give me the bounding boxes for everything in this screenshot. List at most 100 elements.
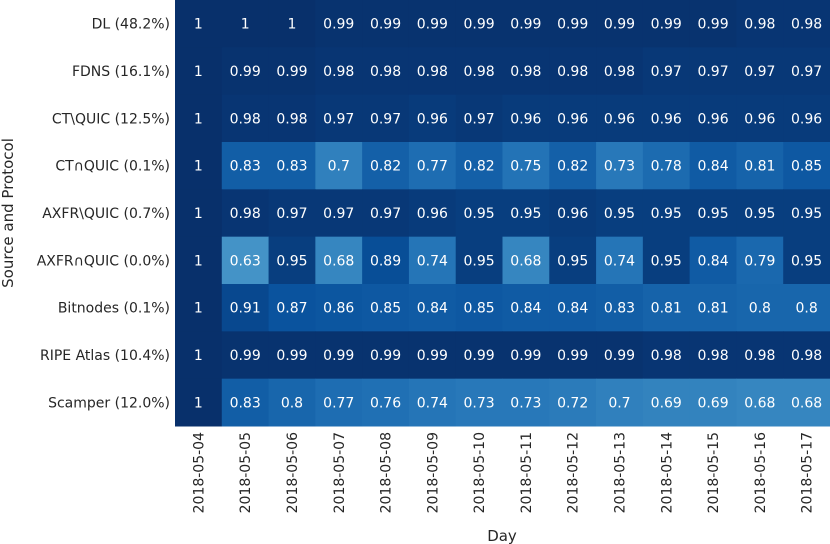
cell-value-label: 0.85 — [370, 301, 401, 317]
cell-value-label: 0.98 — [697, 348, 728, 364]
cell-value-label: 0.99 — [230, 64, 261, 80]
cell-value-label: 0.89 — [370, 253, 401, 269]
cell-value-label: 0.78 — [651, 159, 682, 175]
heatmap-cell — [642, 189, 691, 238]
cell-value-label: 0.96 — [697, 111, 728, 127]
y-tick-label: CT∩QUIC (0.1%) — [55, 159, 170, 175]
heatmap-cell — [315, 0, 363, 48]
heatmap-cell — [315, 378, 363, 427]
heatmap-cell — [736, 189, 784, 238]
cell-value-label: 0.8 — [795, 301, 817, 317]
heatmap-cell — [408, 47, 457, 96]
cell-value-label: 1 — [194, 64, 203, 80]
heatmap-cell — [783, 284, 830, 332]
heatmap-cell — [362, 378, 410, 427]
cell-value-label: 0.95 — [557, 253, 588, 269]
cell-value-label: 0.98 — [651, 348, 682, 364]
heatmap-cell — [689, 142, 737, 190]
y-tick-label: FDNS (16.1%) — [72, 64, 170, 80]
heatmap-cell — [736, 284, 784, 332]
heatmap-cell — [642, 47, 691, 96]
heatmap-cell — [362, 284, 410, 332]
cell-value-label: 0.77 — [323, 395, 354, 411]
cell-value-label: 0.98 — [323, 64, 354, 80]
cell-value-label: 0.98 — [370, 64, 401, 80]
heatmap-cell — [689, 189, 737, 238]
cell-value-label: 1 — [194, 111, 203, 127]
heatmap-cell — [221, 284, 270, 332]
heatmap-cell — [689, 284, 737, 332]
heatmap-cell — [736, 142, 784, 190]
cell-value-label: 0.99 — [370, 17, 401, 33]
heatmap-cell — [408, 236, 457, 285]
heatmap-cell — [455, 0, 503, 48]
cell-value-label: 0.99 — [323, 17, 354, 33]
heatmap-cell — [502, 236, 550, 285]
x-axis-title: Day — [487, 527, 517, 544]
heatmap-cell — [315, 331, 363, 380]
heatmap-cell — [642, 378, 691, 427]
heatmap-cell — [783, 189, 830, 238]
heatmap-cell — [268, 189, 316, 238]
heatmap-cell — [268, 378, 316, 427]
heatmap-cell — [175, 236, 223, 285]
cell-value-label: 0.87 — [276, 301, 307, 317]
heatmap-cell — [362, 94, 410, 143]
heatmap-cells: 1 1 1 0.99 0.99 0.99 0.99 0.99 0.99 0.99 0.99 0.99 0… — [175, 0, 830, 427]
cell-value-label: 0.68 — [510, 253, 541, 269]
cell-value-label: 0.85 — [791, 159, 822, 175]
cell-value-label: 0.99 — [417, 348, 448, 364]
cell-value-label: 0.96 — [510, 111, 541, 127]
heatmap-cell — [596, 284, 644, 332]
heatmap-cell — [736, 378, 784, 427]
heatmap-cell — [502, 378, 550, 427]
cell-value-label: 0.97 — [323, 111, 354, 127]
heatmap-cell — [268, 142, 316, 190]
cell-value-label: 0.96 — [557, 111, 588, 127]
heatmap-cell — [736, 94, 784, 143]
heatmap-cell — [549, 94, 597, 143]
cell-value-label: 0.95 — [464, 206, 495, 222]
heatmap-cell — [315, 236, 363, 285]
cell-value-label: 0.73 — [510, 395, 541, 411]
y-tick-labels: DL (48.2%) FDNS (16.1%) CT\QUIC (12.5%) CT∩… — [37, 17, 170, 412]
heatmap-cell — [549, 331, 597, 380]
heatmap-cell — [408, 142, 457, 190]
heatmap-cell — [362, 189, 410, 238]
x-tick-label: 2018-05-15 — [706, 432, 722, 513]
cell-value-label: 0.95 — [510, 206, 541, 222]
heatmap-cell — [642, 142, 691, 190]
heatmap-cell — [221, 331, 270, 380]
cell-value-label: 0.86 — [323, 301, 354, 317]
heatmap-cell — [642, 0, 691, 48]
heatmap-cell — [221, 189, 270, 238]
heatmap-cell — [455, 94, 503, 143]
x-tick-label: 2018-05-05 — [238, 432, 254, 513]
heatmap-cell — [221, 378, 270, 427]
cell-value-label: 1 — [194, 348, 203, 364]
cell-value-label: 0.84 — [510, 301, 541, 317]
cell-value-label: 0.81 — [744, 159, 775, 175]
heatmap-cell — [315, 47, 363, 96]
cell-value-label: 0.73 — [464, 395, 495, 411]
heatmap-cell — [408, 0, 457, 48]
heatmap-cell — [408, 378, 457, 427]
heatmap-cell — [502, 142, 550, 190]
y-tick-label: AXFR\QUIC (0.7%) — [42, 206, 170, 222]
heatmap-cell — [642, 284, 691, 332]
cell-value-label: 1 — [194, 253, 203, 269]
cell-value-label: 0.83 — [604, 301, 635, 317]
x-tick-label: 2018-05-11 — [519, 432, 535, 513]
heatmap-cell — [315, 94, 363, 143]
heatmap-cell — [783, 236, 830, 285]
cell-value-label: 0.97 — [323, 206, 354, 222]
cell-value-label: 0.98 — [604, 64, 635, 80]
cell-value-label: 1 — [194, 206, 203, 222]
cell-value-label: 0.74 — [417, 395, 448, 411]
cell-value-label: 0.98 — [791, 348, 822, 364]
heatmap-cell — [549, 236, 597, 285]
heatmap-cell — [455, 331, 503, 380]
cell-value-label: 0.83 — [230, 159, 261, 175]
heatmap-cell — [502, 0, 550, 48]
heatmap-cell — [455, 236, 503, 285]
